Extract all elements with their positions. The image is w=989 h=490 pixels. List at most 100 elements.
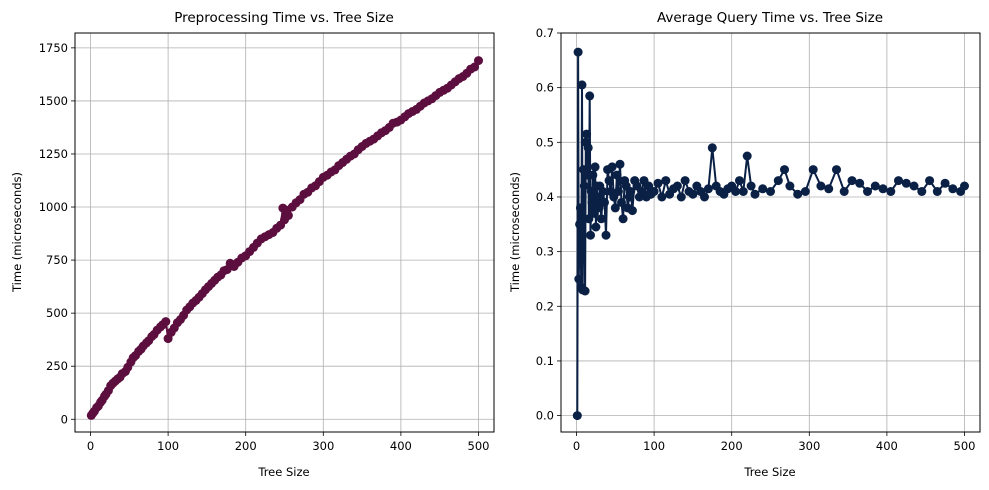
y-tick-label: 0.2 bbox=[536, 299, 554, 313]
data-point bbox=[661, 176, 671, 186]
data-point bbox=[627, 206, 637, 216]
data-point bbox=[604, 176, 614, 186]
data-point bbox=[615, 159, 625, 169]
data-point bbox=[780, 165, 789, 175]
chart-title: Preprocessing Time vs. Tree Size bbox=[174, 10, 394, 26]
chart-title: Average Query Time vs. Tree Size bbox=[657, 10, 883, 26]
y-tick-label: 0.0 bbox=[536, 409, 554, 423]
data-point bbox=[707, 143, 717, 153]
query-time-chart: Average Query Time vs. Tree Size 0 100 200… bbox=[508, 10, 981, 479]
data-point bbox=[816, 181, 826, 191]
data-point bbox=[766, 187, 775, 196]
y-tick-label: 0.4 bbox=[536, 190, 554, 204]
y-tick-label: 250 bbox=[46, 359, 68, 373]
data-point bbox=[773, 176, 783, 186]
data-point bbox=[601, 230, 611, 240]
data-point bbox=[617, 197, 626, 207]
y-axis-label: Time (microseconds) bbox=[10, 172, 24, 293]
x-tick-label: 500 bbox=[954, 439, 976, 453]
data-point bbox=[598, 187, 608, 196]
series-line bbox=[90, 60, 480, 416]
series-points bbox=[86, 56, 483, 420]
x-axis-label: Tree Size bbox=[257, 465, 309, 479]
data-point bbox=[591, 222, 601, 232]
data-point bbox=[161, 317, 171, 327]
data-point bbox=[960, 181, 969, 191]
data-point bbox=[583, 143, 593, 153]
data-point bbox=[800, 187, 810, 196]
data-point bbox=[878, 184, 888, 194]
data-point bbox=[588, 170, 598, 180]
data-point bbox=[738, 187, 748, 196]
data-point bbox=[847, 176, 857, 186]
data-point bbox=[680, 176, 690, 186]
data-point bbox=[579, 181, 589, 191]
x-axis-label: Tree Size bbox=[743, 465, 795, 479]
y-tick-label: 0.6 bbox=[536, 81, 554, 95]
data-point bbox=[917, 187, 927, 196]
data-point bbox=[886, 187, 896, 196]
x-tick-label: 300 bbox=[798, 439, 820, 453]
data-point bbox=[688, 189, 698, 199]
data-point bbox=[894, 176, 903, 186]
data-point bbox=[573, 47, 583, 57]
data-point bbox=[750, 189, 760, 199]
x-tick-label: 0 bbox=[87, 439, 94, 453]
data-point bbox=[863, 187, 872, 196]
data-point bbox=[626, 187, 636, 196]
y-tick-label: 0.5 bbox=[536, 135, 554, 149]
x-tick-label: 300 bbox=[312, 439, 334, 453]
x-tick-label: 500 bbox=[468, 439, 490, 453]
data-point bbox=[590, 162, 600, 172]
y-tick-label: 750 bbox=[46, 253, 68, 267]
data-point bbox=[909, 181, 919, 191]
data-point bbox=[758, 184, 768, 194]
data-point bbox=[824, 184, 834, 194]
grid bbox=[561, 32, 980, 432]
data-point bbox=[700, 192, 709, 202]
y-tick-label: 1000 bbox=[39, 200, 68, 214]
data-point bbox=[901, 178, 911, 188]
series-line bbox=[90, 60, 480, 416]
y-tick-label: 0.7 bbox=[536, 26, 554, 40]
data-point bbox=[572, 411, 582, 421]
data-point bbox=[731, 187, 741, 196]
data-point bbox=[672, 181, 682, 191]
data-point bbox=[596, 214, 606, 224]
data-point bbox=[582, 129, 592, 139]
data-point bbox=[575, 219, 585, 229]
y-axis-label: Time (microseconds) bbox=[508, 172, 522, 293]
y-tick-label: 0.3 bbox=[536, 245, 554, 259]
data-point bbox=[612, 170, 622, 180]
grid bbox=[75, 33, 494, 432]
data-point bbox=[600, 197, 609, 207]
data-point bbox=[870, 181, 880, 191]
data-point bbox=[613, 187, 623, 196]
data-point bbox=[574, 274, 584, 284]
data-point bbox=[577, 80, 587, 90]
y-tick-label: 0.1 bbox=[536, 354, 554, 368]
plot-frame bbox=[74, 32, 495, 433]
data-point bbox=[657, 192, 667, 202]
data-point bbox=[948, 184, 958, 194]
y-tick-label: 500 bbox=[46, 306, 68, 320]
data-point bbox=[676, 192, 686, 202]
data-point bbox=[940, 178, 950, 188]
data-point bbox=[586, 187, 596, 196]
plot-frame bbox=[560, 32, 981, 433]
data-point bbox=[785, 181, 795, 191]
x-axis-ticks: 0 100 200 300 400 500 bbox=[87, 432, 490, 453]
data-point bbox=[832, 165, 841, 175]
data-point bbox=[610, 203, 620, 213]
data-point bbox=[585, 91, 595, 101]
data-point bbox=[735, 176, 744, 186]
data-point bbox=[746, 181, 756, 191]
x-tick-label: 100 bbox=[157, 439, 179, 453]
data-point bbox=[594, 203, 604, 213]
data-point bbox=[283, 211, 293, 220]
data-point bbox=[580, 286, 590, 296]
data-point bbox=[474, 56, 483, 66]
data-point bbox=[584, 214, 594, 224]
data-point bbox=[808, 165, 818, 175]
